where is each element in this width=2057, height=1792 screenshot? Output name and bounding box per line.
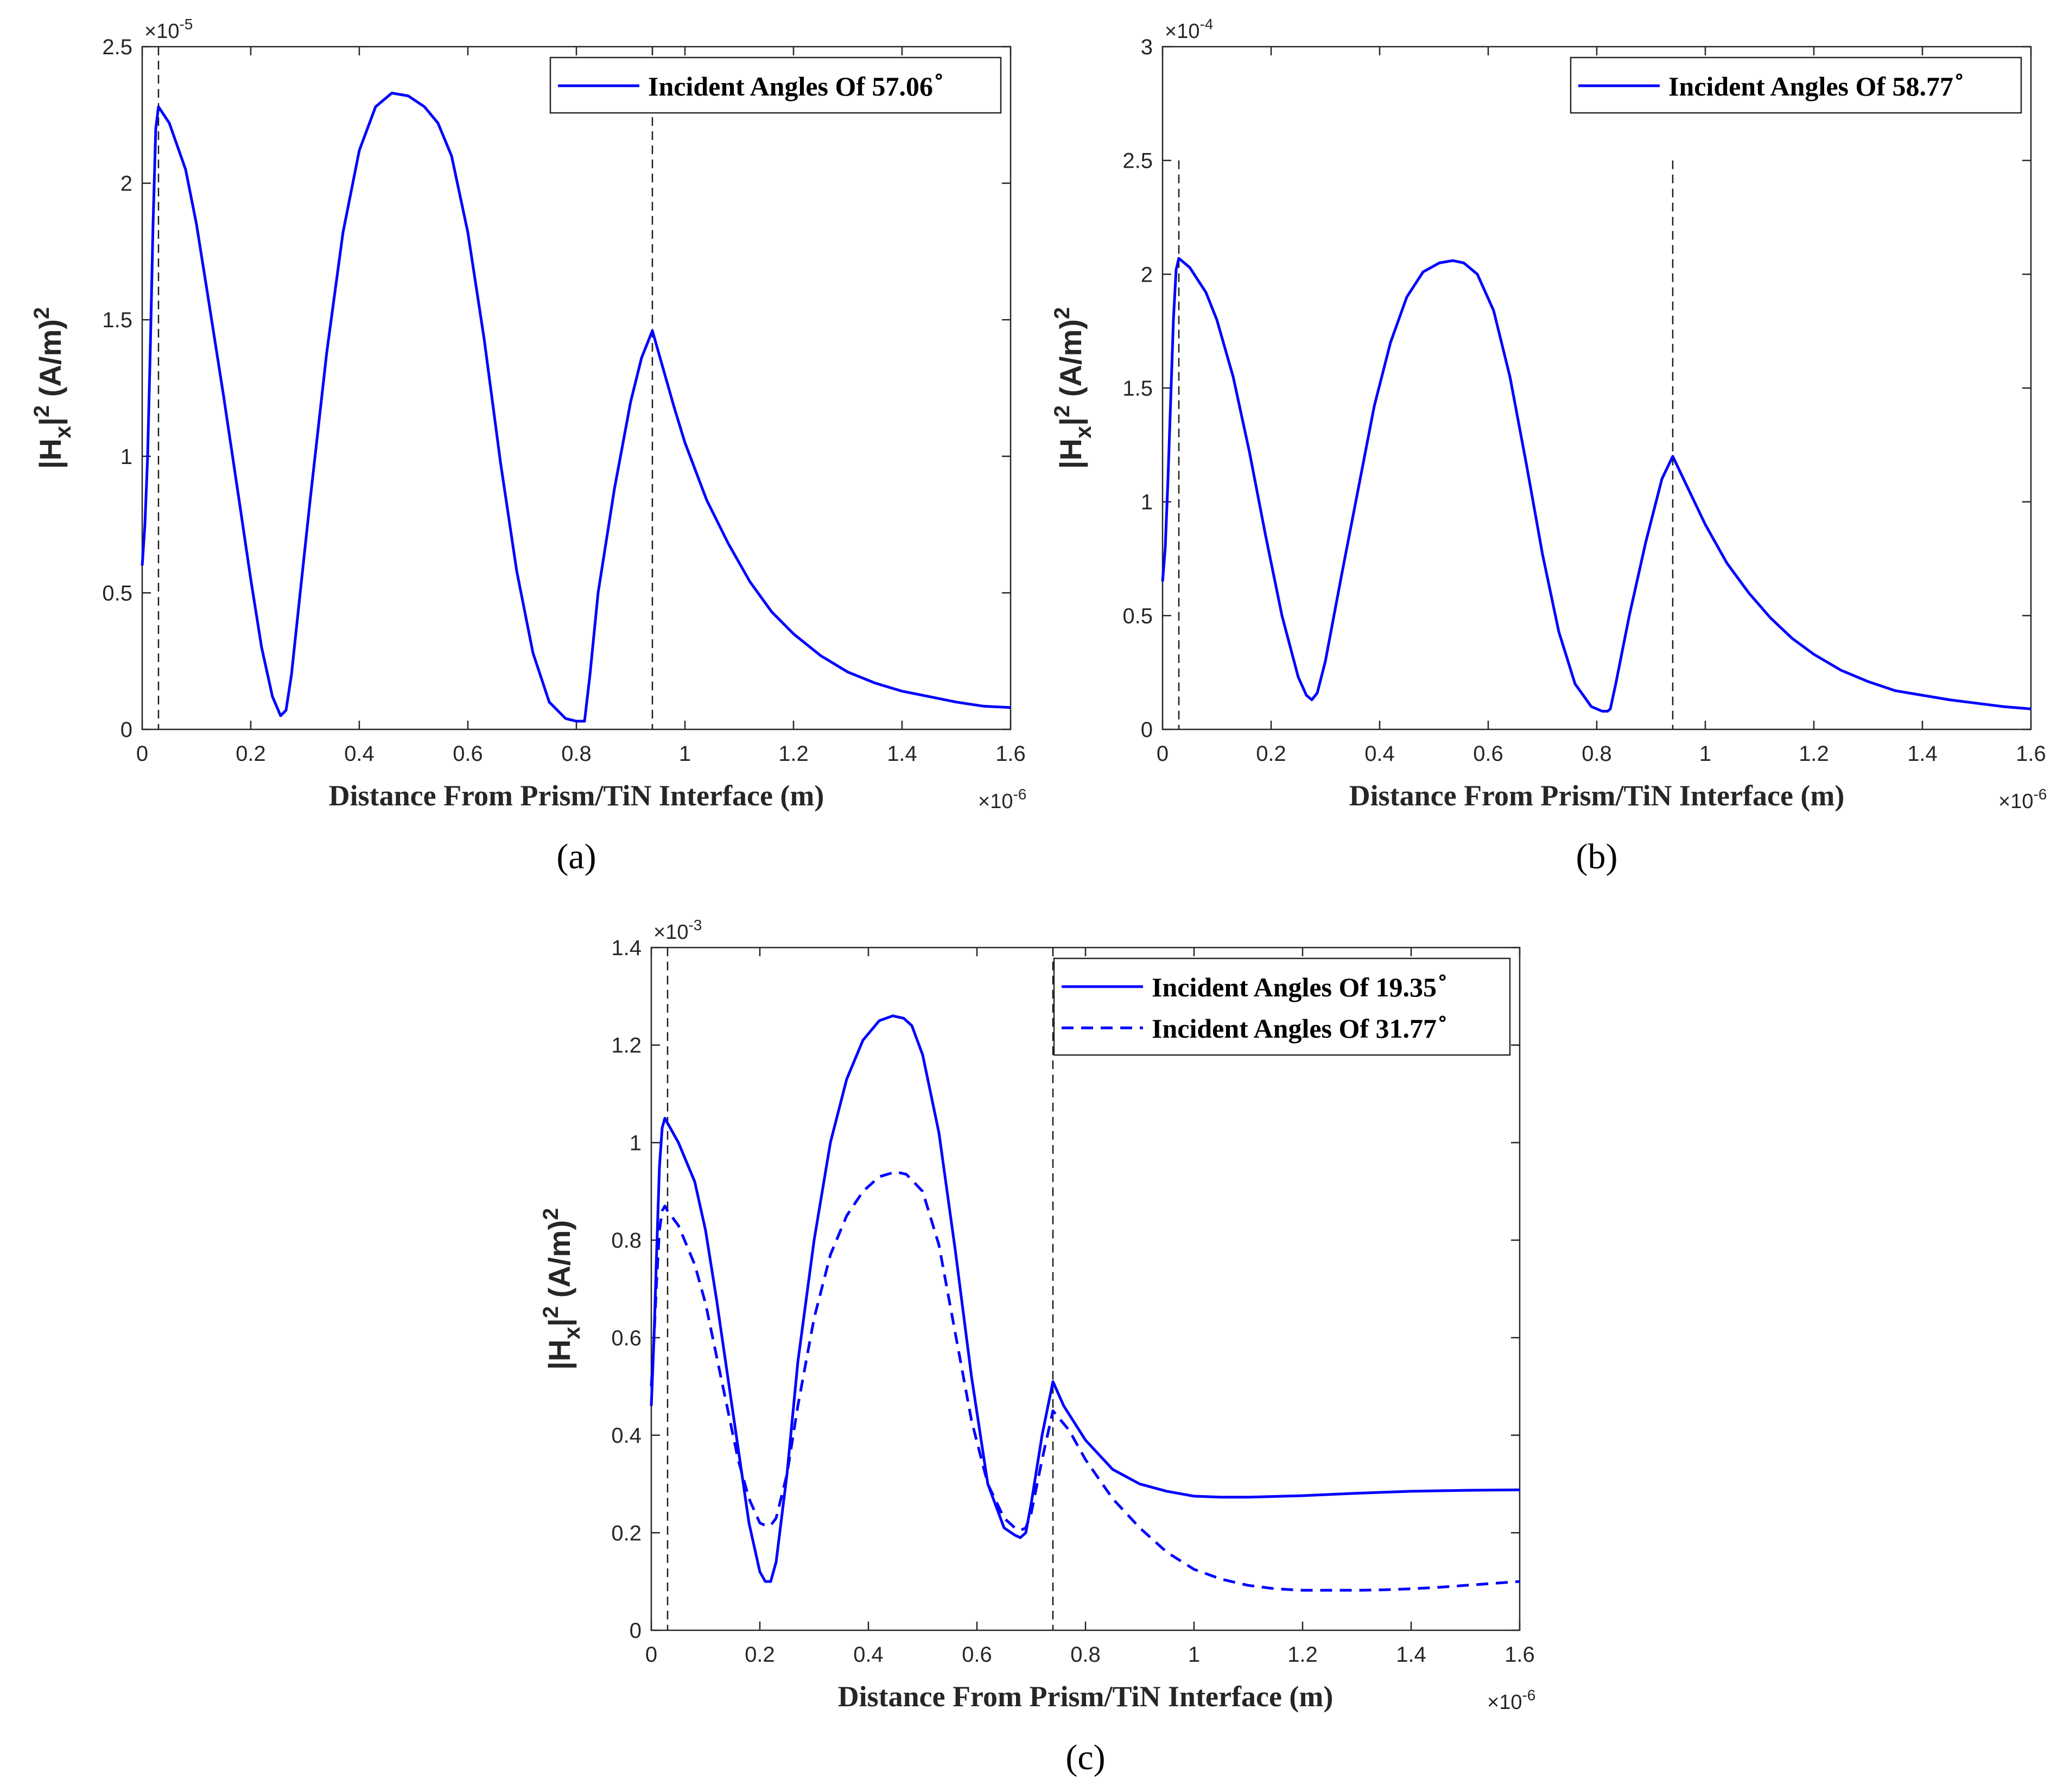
series-line-2 — [650, 1170, 1520, 1592]
x-tick-label: 0.6 — [453, 742, 483, 766]
x-tick-label: 1.6 — [995, 742, 1026, 766]
x-tick-label: 0.6 — [1473, 742, 1503, 766]
x-tick-label: 0.2 — [1256, 742, 1286, 766]
panel-label: (a) — [556, 837, 596, 876]
x-multiplier: ×10-6 — [1998, 786, 2047, 813]
x-tick-label: 0.6 — [962, 1643, 992, 1667]
y-tick-label: 2 — [1141, 263, 1153, 287]
x-tick-label: 0 — [136, 742, 148, 766]
y-tick-label: 0 — [630, 1619, 642, 1643]
y-axis-label: |Hx|2 (A/m)2 — [1050, 307, 1096, 469]
y-axis-label: |Hx|2 (A/m)2 — [30, 307, 75, 469]
x-tick-label: 1 — [1188, 1643, 1200, 1667]
y-tick-label: 0 — [1141, 718, 1153, 742]
x-axis-label: Distance From Prism/TiN Interface (m) — [1349, 779, 1845, 812]
x-tick-label: 1.2 — [778, 742, 809, 766]
y-multiplier: ×10-3 — [653, 917, 702, 944]
x-tick-label: 0.4 — [1364, 742, 1395, 766]
y-tick-label: 0.4 — [611, 1424, 642, 1448]
x-tick-label: 1.4 — [887, 742, 917, 766]
x-tick-label: 0 — [1157, 742, 1169, 766]
plot-area — [141, 46, 1012, 730]
legend-label: Incident Angles Of 58.77∘ — [1668, 67, 1965, 101]
y-tick-label: 0.5 — [102, 581, 132, 605]
series-line-1 — [141, 92, 1011, 723]
x-tick-label: 1 — [679, 742, 691, 766]
x-tick-label: 1.4 — [1907, 742, 1938, 766]
x-tick-label: 0.4 — [344, 742, 374, 766]
y-tick-label: 0.5 — [1122, 604, 1153, 628]
y-tick-label: 0.6 — [611, 1326, 642, 1350]
y-tick-label: 1.5 — [1122, 377, 1153, 401]
x-tick-label: 1 — [1699, 742, 1711, 766]
x-tick-label: 1.4 — [1396, 1643, 1426, 1667]
x-tick-label: 0.2 — [745, 1643, 775, 1667]
legend-label: Incident Angles Of 31.77∘ — [1152, 1009, 1448, 1044]
legend-label: Incident Angles Of 57.06∘ — [648, 67, 944, 101]
x-tick-label: 1.6 — [1504, 1643, 1535, 1667]
legend-label: Incident Angles Of 19.35∘ — [1152, 968, 1448, 1002]
y-tick-label: 2.5 — [1122, 149, 1153, 173]
x-multiplier: ×10-6 — [978, 786, 1026, 813]
y-tick-label: 0 — [120, 718, 132, 742]
legend: Incident Angles Of 58.77∘ — [1570, 56, 2022, 114]
x-tick-label: 0.8 — [561, 742, 592, 766]
x-tick-label: 0.4 — [853, 1643, 884, 1667]
panel-label: (c) — [1065, 1738, 1105, 1777]
y-tick-label: 2 — [120, 172, 132, 196]
chart-panel-1: 0 0.2 0.4 0.6 0.8 1 1.2 1.4 1.6 0 0.5 1 1.5 2 2.5 ×10-5… — [30, 16, 1026, 876]
x-tick-label: 0.2 — [236, 742, 266, 766]
x-multiplier: ×10-6 — [1487, 1687, 1535, 1714]
chart-panel-3: 0 0.2 0.4 0.6 0.8 1 1.2 1.4 1.6 0 0.2 0.4 0.6 0.8 1 1.2… — [539, 917, 1535, 1777]
legend-box — [1053, 957, 1511, 1056]
chart-panel-2: 0 0.2 0.4 0.6 0.8 1 1.2 1.4 1.6 0 0.5 1 1.5 2 2.5 3 ×10-… — [1050, 16, 2047, 876]
x-tick-label: 0 — [645, 1643, 657, 1667]
y-tick-label: 1.4 — [611, 936, 642, 960]
y-tick-label: 1.5 — [102, 308, 132, 332]
y-tick-label: 1 — [1141, 491, 1153, 514]
x-tick-label: 0.8 — [1582, 742, 1612, 766]
y-tick-label: 0.2 — [611, 1521, 642, 1545]
y-tick-label: 1 — [120, 445, 132, 469]
y-axis-label: |Hx|2 (A/m)2 — [539, 1208, 585, 1370]
x-tick-label: 1.2 — [1799, 742, 1829, 766]
y-tick-label: 0.8 — [611, 1229, 642, 1253]
series-line-1 — [1161, 257, 2031, 713]
y-tick-label: 3 — [1141, 35, 1153, 59]
x-tick-label: 0.8 — [1070, 1643, 1101, 1667]
x-tick-label: 1.2 — [1287, 1643, 1318, 1667]
legend: Incident Angles Of 19.35∘ Incident Angles… — [1053, 957, 1511, 1056]
x-axis-label: Distance From Prism/TiN Interface (m) — [329, 779, 824, 812]
y-multiplier: ×10-4 — [1165, 16, 1213, 43]
legend: Incident Angles Of 57.06∘ — [549, 56, 1002, 114]
y-tick-label: 1.2 — [611, 1034, 642, 1058]
y-tick-label: 1 — [630, 1131, 642, 1155]
y-multiplier: ×10-5 — [144, 16, 193, 43]
plot-area — [1161, 46, 2032, 730]
plot-area — [650, 946, 1521, 1631]
series-line-1 — [650, 1014, 1520, 1583]
x-axis-label: Distance From Prism/TiN Interface (m) — [838, 1680, 1334, 1713]
y-tick-label: 2.5 — [102, 35, 132, 59]
panel-label: (b) — [1576, 837, 1618, 876]
x-tick-label: 1.6 — [2016, 742, 2046, 766]
